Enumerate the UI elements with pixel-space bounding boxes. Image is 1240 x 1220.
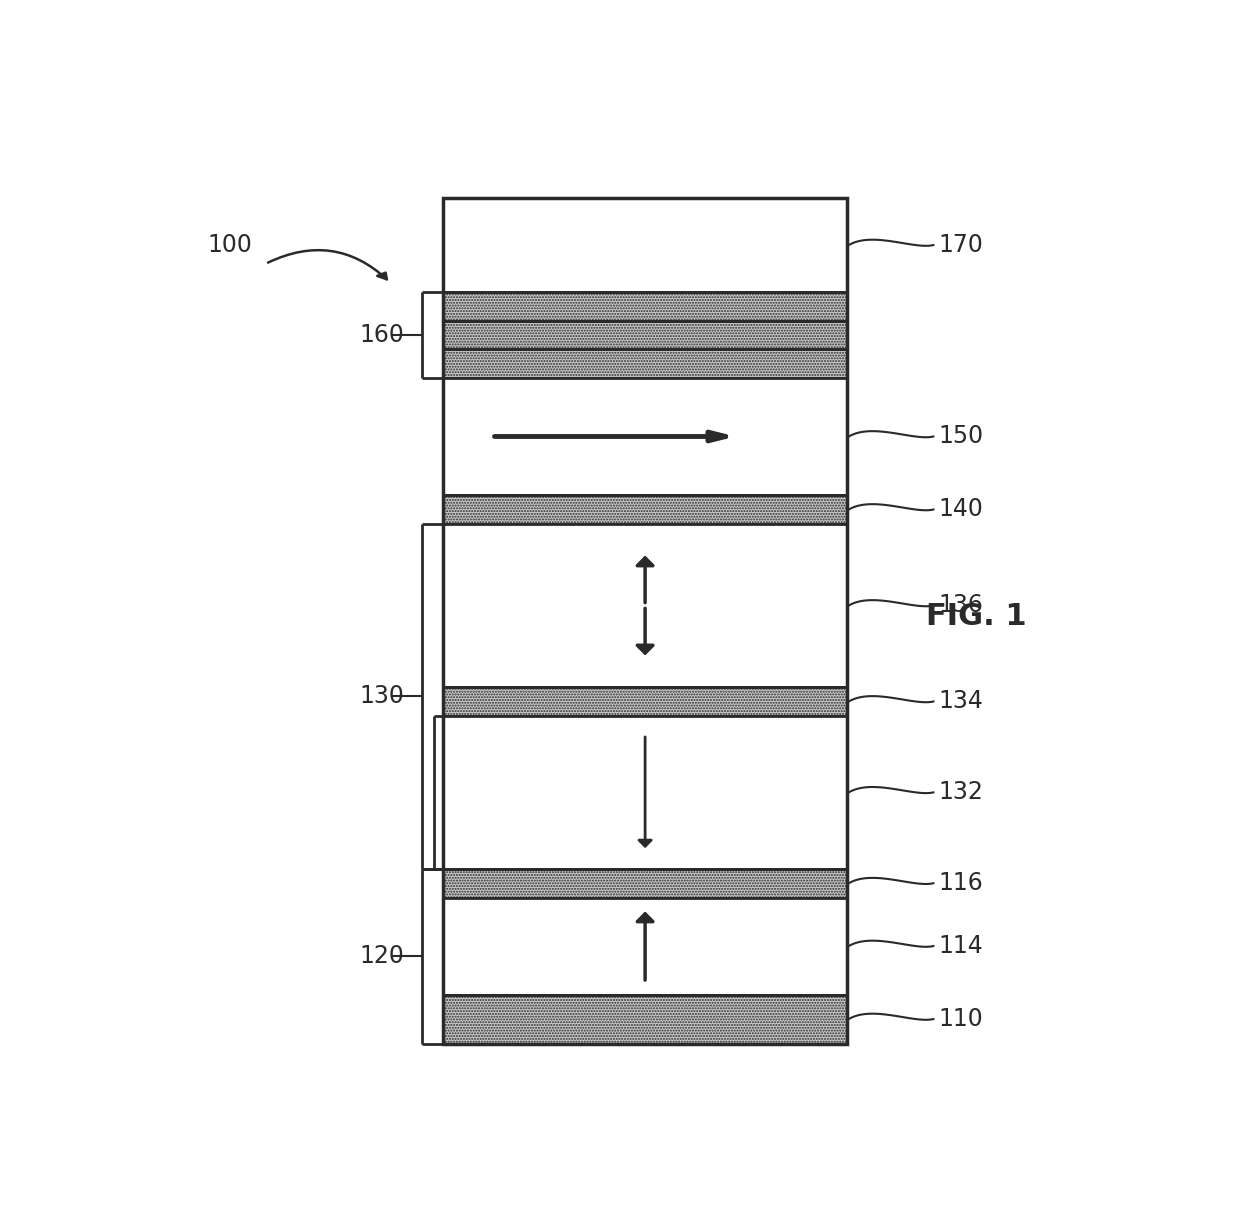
Bar	[444, 687, 847, 716]
Text: 160: 160	[360, 323, 404, 346]
Bar	[444, 198, 847, 292]
Text: 150: 150	[939, 425, 983, 449]
Text: 170: 170	[939, 233, 983, 257]
Text: 140: 140	[939, 498, 983, 521]
Bar	[444, 198, 847, 1043]
Text: 120: 120	[360, 944, 404, 969]
Bar	[444, 716, 847, 869]
Text: 114: 114	[939, 935, 983, 958]
Bar	[444, 994, 847, 1043]
Bar	[444, 292, 847, 321]
Bar	[444, 687, 847, 716]
Text: 116: 116	[939, 871, 983, 895]
Bar	[444, 321, 847, 349]
Text: FIG. 1: FIG. 1	[926, 601, 1027, 631]
Text: 130: 130	[360, 684, 404, 709]
Bar	[444, 378, 847, 495]
Text: 136: 136	[939, 593, 983, 617]
Bar	[444, 994, 847, 1043]
Text: 100: 100	[208, 233, 253, 257]
Bar	[444, 349, 847, 378]
Bar	[444, 523, 847, 687]
Text: 110: 110	[939, 1006, 983, 1031]
Bar	[444, 495, 847, 523]
Bar	[444, 869, 847, 898]
Bar	[444, 898, 847, 994]
Bar	[444, 495, 847, 523]
Text: 132: 132	[939, 781, 983, 804]
Bar	[444, 292, 847, 321]
Bar	[444, 321, 847, 349]
Text: 134: 134	[939, 689, 983, 714]
Bar	[444, 349, 847, 378]
Bar	[444, 869, 847, 898]
